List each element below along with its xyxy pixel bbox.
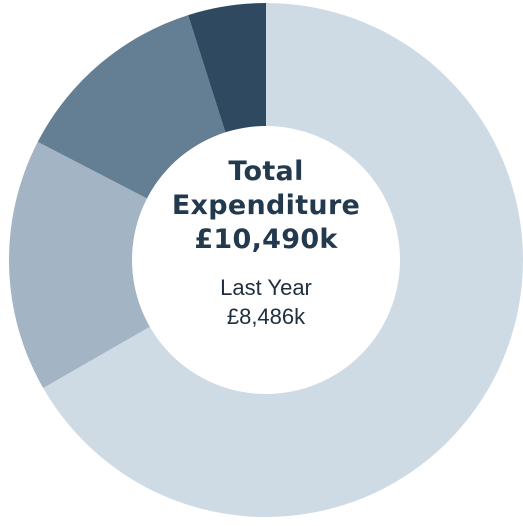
last-year-value: £8,486k [226,304,306,329]
chart-title-line-2: Expenditure [171,190,361,221]
center-label: Total Expenditure £10,490k Last Year £8,… [141,155,391,331]
chart-title-line-1: Total [228,156,304,187]
donut-hole [132,126,400,394]
total-expenditure-value: £10,490k [194,224,338,255]
last-year-label: Last Year [220,275,312,300]
